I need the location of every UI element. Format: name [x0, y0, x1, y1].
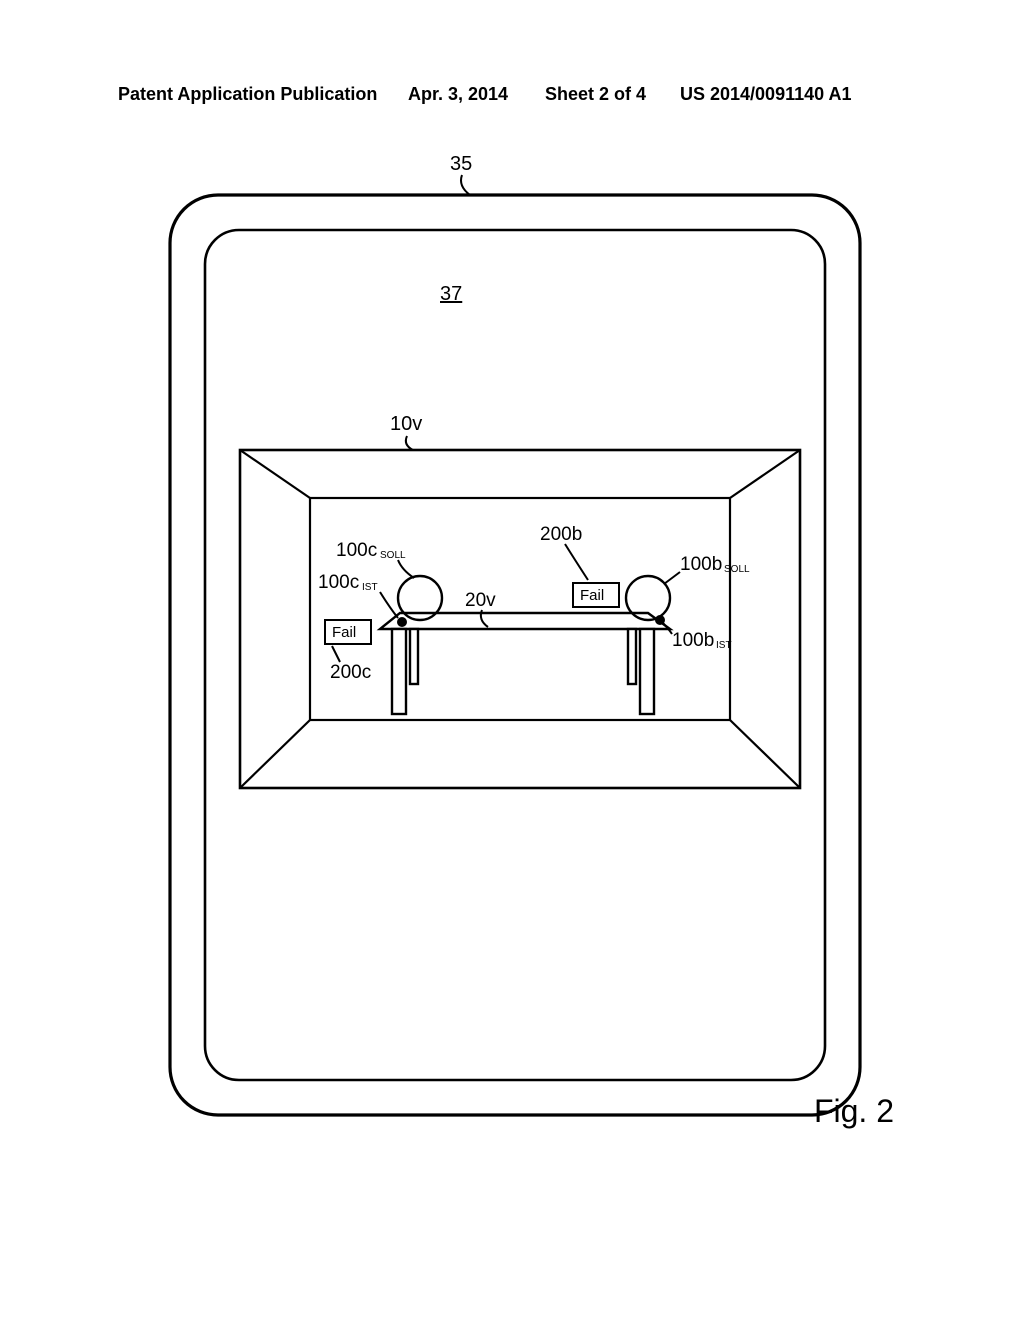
figure-label: Fig. 2 [814, 1093, 894, 1130]
svg-text:100c: 100c [318, 572, 359, 593]
publication-type: Patent Application Publication [118, 84, 377, 105]
figure-container: 35 37 10v 20v [0, 140, 1024, 1240]
ref-100c-ist-group: 100c IST [318, 572, 378, 593]
svg-text:SOLL: SOLL [724, 564, 750, 575]
ref-35: 35 [450, 153, 472, 175]
svg-text:IST: IST [716, 640, 732, 651]
ref-37: 37 [440, 283, 462, 305]
ref-100b-soll-group: 100b SOLL [680, 554, 750, 575]
ref-200c: 200c [330, 662, 371, 683]
screen-outline [205, 230, 825, 1080]
table-group [380, 613, 670, 714]
leader-100c-ist [380, 592, 398, 618]
svg-text:IST: IST [362, 582, 378, 593]
fail-text-c: Fail [332, 624, 356, 641]
sheet-number: Sheet 2 of 4 [545, 84, 646, 105]
fail-text-b: Fail [580, 587, 604, 604]
dot-100c-ist [397, 617, 407, 627]
ref-200b: 200b [540, 524, 582, 545]
svg-text:100b: 100b [680, 554, 722, 575]
ref-100c-soll-group: 100c SOLL [336, 540, 406, 561]
publication-number: US 2014/0091140 A1 [680, 84, 851, 105]
leader-100b-soll [664, 572, 680, 584]
svg-text:100c: 100c [336, 540, 377, 561]
leader-10v [406, 436, 413, 450]
svg-text:100b: 100b [672, 630, 714, 651]
leader-100c-soll [398, 560, 414, 578]
device-outline [170, 195, 860, 1115]
ref-100b-ist-group: 100b IST [672, 630, 732, 651]
leader-200c [332, 646, 340, 662]
ref-10v: 10v [390, 413, 422, 435]
leader-35 [461, 175, 470, 195]
publication-date: Apr. 3, 2014 [408, 84, 508, 105]
patent-figure-svg: 35 37 10v 20v [0, 140, 1024, 1240]
ref-20v: 20v [465, 590, 496, 611]
leader-200b [565, 544, 588, 580]
svg-text:SOLL: SOLL [380, 550, 406, 561]
